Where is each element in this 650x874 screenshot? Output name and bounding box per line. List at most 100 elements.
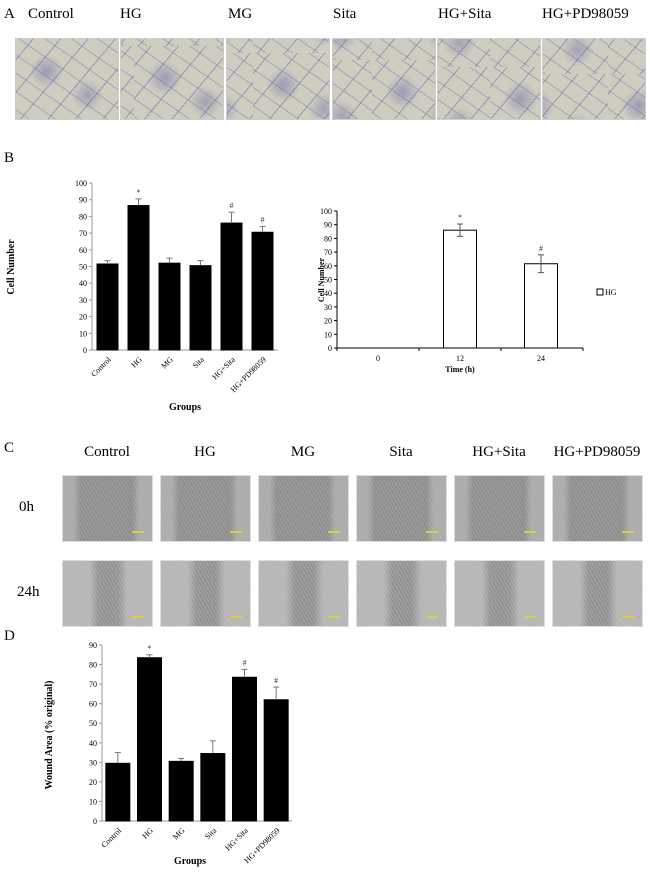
y-tick-label: 30 (89, 758, 97, 767)
wound-micrograph (160, 475, 251, 542)
bar (263, 699, 289, 822)
significance-mark: # (230, 201, 234, 210)
y-tick-label: 50 (89, 719, 97, 728)
panel-d-letter: D (4, 628, 15, 644)
scale-bar (328, 531, 340, 533)
wound-micrograph (552, 475, 643, 542)
panel-a-group-label: HG+PD98059 (542, 6, 629, 22)
wound-micrograph (160, 560, 251, 627)
scale-bar (524, 531, 536, 533)
panel-c-time-label: 24h (17, 584, 40, 600)
x-tick-label: Sita (203, 826, 218, 841)
y-tick-label: 80 (89, 661, 97, 670)
bar (96, 263, 119, 351)
y-tick-label: 100 (75, 179, 87, 188)
y-tick-label: 20 (79, 313, 87, 322)
x-tick-label: 24 (537, 354, 545, 363)
panel-a-group-label: HG+Sita (438, 6, 492, 22)
panel-a-group-label: HG (120, 6, 142, 22)
cell-number-groups-chart: 0 10 20 30 40 50 60 70 80 90 100 Control * HG MG Sita # H… (6, 179, 278, 413)
scale-bar (426, 531, 438, 533)
wound-micrograph (62, 475, 153, 542)
y-tick-label: 60 (79, 246, 87, 255)
y-tick-label: 50 (79, 263, 87, 272)
panel-c-time-label: 0h (19, 499, 34, 515)
wound-micrograph (356, 560, 447, 627)
x-tick-label: HG+Sita (223, 826, 250, 853)
bar (189, 265, 212, 351)
y-axis-label: Wound Area (% original) (44, 681, 55, 790)
significance-mark: * (137, 188, 141, 197)
x-tick-label: MG (171, 826, 187, 842)
bar (200, 753, 226, 822)
panel-a-letter: A (4, 6, 15, 22)
x-tick-label: MG (159, 355, 175, 371)
panel-c-group-label: HG+PD98059 (553, 444, 641, 460)
y-tick-label: 50 (324, 276, 332, 285)
wound-micrograph (258, 475, 349, 542)
x-tick-label: HG+Sita (210, 355, 237, 382)
bar (158, 262, 181, 351)
cell-number-time-chart: 0 10 20 30 40 50 60 70 80 90 100 0 * 12 #24 Time (h) Cel… (317, 207, 617, 374)
x-axis-label: Groups (169, 402, 201, 413)
bar (443, 229, 477, 349)
bar (105, 762, 131, 822)
transwell-micrograph (120, 38, 224, 120)
x-tick-label: Control (89, 355, 113, 379)
scale-bar (132, 531, 144, 533)
x-tick-label: Control (100, 826, 124, 850)
transwell-micrograph (226, 38, 330, 120)
panel-a-group-label: Sita (333, 6, 357, 22)
y-tick-label: 70 (79, 229, 87, 238)
y-tick-label: 30 (79, 296, 87, 305)
transwell-micrograph (542, 38, 646, 120)
significance-mark: # (243, 658, 247, 667)
y-tick-label: 100 (320, 207, 332, 216)
legend-swatch (596, 288, 604, 296)
y-tick-label: 0 (93, 817, 97, 826)
scale-bar (524, 616, 536, 618)
x-tick-label: HG (140, 826, 155, 841)
y-tick-label: 10 (324, 330, 332, 339)
scale-bar (426, 616, 438, 618)
y-axis-label: Cell Number (317, 257, 326, 302)
bar (251, 231, 274, 351)
y-tick-label: 60 (89, 700, 97, 709)
y-tick-label: 20 (89, 778, 97, 787)
transwell-micrograph (332, 38, 436, 120)
bar (127, 205, 150, 351)
y-tick-label: 20 (324, 317, 332, 326)
panel-c-group-label: Sita (389, 444, 413, 460)
y-tick-label: 80 (79, 212, 87, 221)
wound-micrograph (258, 560, 349, 627)
panel-b-letter: B (4, 150, 15, 166)
scale-bar (132, 616, 144, 618)
y-tick-label: 10 (89, 797, 97, 806)
bar (220, 222, 243, 351)
y-tick-label: 0 (83, 346, 87, 355)
scale-bar (622, 616, 634, 618)
panel-c-letter: C (4, 440, 15, 456)
significance-mark: * (458, 213, 462, 222)
y-tick-label: 90 (324, 221, 332, 230)
y-tick-label: 60 (324, 262, 332, 271)
wound-micrograph (356, 475, 447, 542)
wound-micrograph (454, 475, 545, 542)
significance-mark: # (261, 215, 265, 224)
x-tick-label: Sita (191, 355, 206, 370)
y-tick-label: 80 (324, 234, 332, 243)
significance-mark: # (539, 244, 543, 253)
wound-micrograph (62, 560, 153, 627)
y-axis-label: Cell Number (6, 239, 17, 295)
legend-label: HG (605, 288, 617, 297)
significance-mark: * (148, 644, 152, 653)
wound-micrograph (454, 560, 545, 627)
bar (168, 760, 194, 822)
y-tick-label: 90 (79, 196, 87, 205)
scale-bar (230, 531, 242, 533)
scale-bar (230, 616, 242, 618)
transwell-micrograph (437, 38, 541, 120)
bar (137, 657, 162, 822)
y-tick-label: 40 (79, 279, 87, 288)
y-tick-label: 40 (89, 739, 97, 748)
